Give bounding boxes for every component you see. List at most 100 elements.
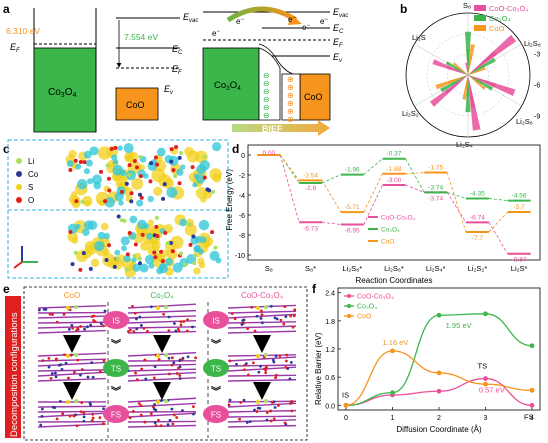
chart-d-xtick-label: Li₂S₆* [384,264,404,273]
lattice-atom [170,356,174,360]
chart-d-ytick-label: -4 [239,193,245,200]
charge-isosurface-cyan [139,263,149,273]
lattice-atom [288,377,292,381]
radar-sector [462,75,468,100]
config-column-title: CoO [64,291,80,300]
chevron-down-icon: ︾ [111,338,121,351]
lattice-atom [153,421,157,425]
lattice-atom [93,320,97,324]
lattice-atom [194,356,198,360]
energy-value-label: -4.56 [512,193,527,200]
charge-isosurface-cyan [146,233,153,240]
charge-isosurface-cyan [77,178,88,190]
atom [140,232,145,237]
lattice-atom [228,398,232,402]
radar-sector [468,75,481,131]
electron-label: e− [212,29,220,38]
energy-connector [488,211,508,233]
state-badge-label: IS [212,317,220,326]
energy-value-label: -9.87 [512,257,527,264]
lattice-atom [142,326,146,330]
charge-isosurface-cyan [120,236,130,246]
radar-axis-label: S₈ [463,1,471,10]
atom [152,250,157,255]
chart-f-xtick-label: 4 [530,415,534,422]
lattice-atom [273,316,277,320]
band-bending-curve [258,43,301,77]
lattice-atom [98,370,102,374]
co3o4-block-right [202,47,260,121]
li2s-adsorbate [74,305,78,309]
li2s-adsorbate [156,400,160,404]
lattice-bond [127,315,197,319]
axis-a-arrow [13,261,23,269]
negative-charge: ⊖ [263,111,270,120]
charge-isosurface-cyan [94,240,105,252]
atom [134,165,139,170]
lattice-atom [63,353,66,357]
radar-sector [429,75,468,107]
barrier-point [343,402,349,408]
radar-sector [468,75,497,88]
barrier-point [483,311,488,317]
charge-isosurface-cyan [82,228,90,236]
energy-connector [363,184,383,225]
lattice-atom [242,398,246,402]
chart-f-legend-marker [347,314,351,318]
positive-charge: ⊕ [287,83,294,92]
atom [213,245,218,250]
li2s-adsorbate [164,353,168,357]
lattice-atom [186,318,189,322]
legend-dot-o [16,197,22,203]
charge-isosurface-cyan [87,220,98,231]
lattice-atom [241,319,245,322]
lattice-atom [250,305,254,309]
lattice-bond [127,420,197,423]
atom [137,256,142,261]
barrier-point [483,376,488,381]
lattice-atom [167,356,171,360]
chart-d-frame [247,144,541,261]
atom [187,222,192,227]
charge-isosurface-cyan [156,267,164,275]
atom [103,199,108,204]
energy-value-label: -1.96 [345,167,360,174]
lattice-atom [255,410,259,413]
energy-value-label: -3.74 [428,195,443,202]
lattice-atom [91,375,95,379]
lattice-atom [178,359,182,362]
lattice-atom [89,323,93,327]
lattice-atom [261,321,264,325]
lattice-atom [40,414,44,418]
chart-f-xtick-label: 1 [391,415,395,422]
atom [138,154,143,159]
lattice-bond [37,405,107,408]
barrier-point [436,370,442,376]
lattice-atom [69,353,73,357]
negative-charge: ⊖ [263,103,270,112]
atom [210,230,215,235]
charge-isosurface-cyan [123,143,134,154]
lattice-atom [176,327,180,331]
side-title: Decomposition configurations [9,312,20,437]
lattice-atom [274,354,278,358]
atom [109,147,114,152]
lattice-atom [140,367,144,371]
lattice-bond [37,315,107,319]
atom [148,179,153,184]
lattice-bond [127,363,197,367]
lattice-atom [75,329,78,332]
atom [73,158,78,163]
panel-c: c Li Co S O [3,139,229,279]
energy-connector [405,158,425,193]
ef-label-right: EF [333,37,343,49]
energy-connector [446,192,467,223]
charge-isosurface-cyan [104,197,115,208]
lattice-atom [153,403,156,406]
atom [193,253,198,258]
atom [202,155,207,160]
lattice-atom [289,402,292,405]
lattice-atom [103,309,107,313]
lattice-atom [149,305,153,309]
atom [73,250,78,255]
